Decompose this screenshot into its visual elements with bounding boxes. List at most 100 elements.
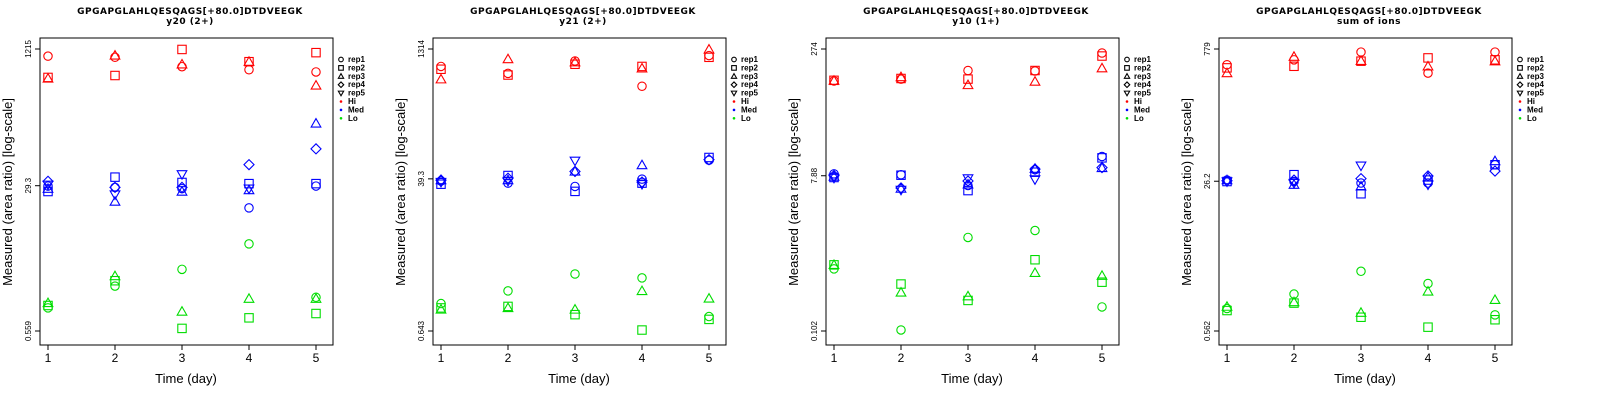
data-point bbox=[703, 292, 715, 303]
data-point bbox=[703, 43, 715, 54]
x-axis-label: Time (day) bbox=[1334, 371, 1396, 386]
data-point bbox=[176, 170, 188, 181]
y-axis-label: Measured (area ratio) [log-scale] bbox=[1179, 98, 1194, 286]
legend-marker bbox=[337, 90, 345, 97]
data-point bbox=[1096, 162, 1108, 173]
data-point bbox=[1030, 225, 1040, 236]
data-point bbox=[895, 185, 907, 196]
legend-marker bbox=[1517, 56, 1523, 63]
y-tick-label: 1215 bbox=[24, 40, 33, 58]
data-point bbox=[1489, 293, 1501, 305]
data-point bbox=[110, 182, 120, 193]
data-point bbox=[829, 172, 839, 183]
y-tick-label: 1314 bbox=[417, 40, 426, 58]
data-point bbox=[43, 51, 53, 61]
legend-label: rep3 bbox=[348, 72, 365, 81]
data-point bbox=[1222, 63, 1232, 73]
data-point bbox=[1029, 75, 1041, 86]
chart-subtitle: y20 (2+) bbox=[166, 17, 214, 27]
data-points bbox=[435, 43, 715, 335]
data-point bbox=[1030, 65, 1040, 76]
data-point bbox=[569, 156, 581, 167]
data-point bbox=[1097, 277, 1107, 287]
data-point bbox=[310, 292, 322, 303]
data-point bbox=[896, 170, 906, 180]
y-tick-label: 0.562 bbox=[1203, 320, 1212, 341]
data-point bbox=[1490, 310, 1500, 320]
data-point bbox=[1356, 189, 1366, 199]
y-tick-label: 0.559 bbox=[24, 320, 33, 341]
chart-title: GPGAPGLAHLQESQAGS[+80.0]DTDVEEGK bbox=[77, 7, 303, 17]
data-point bbox=[503, 170, 513, 181]
data-point bbox=[570, 309, 580, 320]
data-point bbox=[1423, 322, 1433, 332]
data-point bbox=[435, 73, 447, 84]
x-tick-label: 5 bbox=[706, 351, 713, 365]
legend-marker bbox=[1516, 90, 1524, 97]
data-point bbox=[311, 67, 321, 77]
data-point bbox=[703, 153, 715, 166]
data-point bbox=[1490, 315, 1500, 325]
data-point bbox=[109, 270, 121, 281]
y-axis-label: Measured (area ratio) [log-scale] bbox=[0, 98, 15, 286]
legend-label: Med bbox=[741, 105, 757, 114]
data-point bbox=[1029, 163, 1041, 175]
data-point bbox=[176, 181, 188, 194]
legend-marker bbox=[731, 65, 737, 71]
data-point bbox=[1222, 303, 1232, 314]
data-point bbox=[1355, 161, 1367, 172]
legend-marker bbox=[337, 72, 345, 79]
legend-marker bbox=[1516, 81, 1524, 89]
legend-marker bbox=[732, 117, 736, 120]
data-point bbox=[895, 71, 907, 82]
data-point bbox=[569, 303, 581, 314]
legend-marker bbox=[732, 108, 736, 112]
data-point bbox=[962, 290, 974, 301]
legend-marker bbox=[1123, 90, 1131, 97]
data-point bbox=[1422, 60, 1434, 71]
legend-marker bbox=[730, 90, 738, 97]
legend-label: Lo bbox=[348, 114, 358, 123]
data-point bbox=[244, 313, 254, 323]
legend-label: rep5 bbox=[348, 89, 365, 98]
data-point bbox=[311, 47, 321, 58]
legend-label: rep3 bbox=[1527, 72, 1544, 81]
legend-label: rep5 bbox=[1527, 89, 1544, 98]
legend-marker bbox=[1124, 56, 1130, 63]
x-tick-label: 3 bbox=[572, 351, 579, 365]
legend-marker bbox=[338, 56, 344, 63]
data-point bbox=[569, 56, 581, 67]
data-point bbox=[1489, 55, 1501, 66]
data-point bbox=[962, 174, 974, 185]
data-point bbox=[1489, 165, 1501, 177]
data-point bbox=[110, 275, 120, 286]
data-point bbox=[1288, 296, 1300, 307]
data-point bbox=[1221, 174, 1233, 185]
data-point bbox=[963, 65, 973, 76]
legend-marker bbox=[1516, 72, 1524, 79]
data-point bbox=[310, 79, 322, 90]
data-point bbox=[570, 186, 580, 197]
legend-marker bbox=[1125, 108, 1129, 112]
data-point bbox=[244, 65, 254, 75]
data-point bbox=[1289, 61, 1299, 72]
data-point bbox=[1356, 178, 1366, 188]
data-point bbox=[177, 44, 187, 55]
data-point bbox=[42, 297, 54, 308]
data-point bbox=[1030, 254, 1040, 265]
data-point bbox=[704, 314, 714, 325]
x-tick-label: 4 bbox=[639, 351, 646, 365]
data-point bbox=[637, 81, 647, 92]
plot-frame bbox=[39, 37, 334, 346]
data-point bbox=[962, 175, 974, 187]
legend-label: rep4 bbox=[348, 80, 365, 89]
legend-marker bbox=[1124, 65, 1130, 71]
legend-marker bbox=[1518, 100, 1522, 103]
data-point bbox=[896, 325, 906, 335]
data-point bbox=[637, 325, 647, 335]
data-point bbox=[177, 264, 187, 275]
data-point bbox=[502, 53, 514, 64]
legend-marker bbox=[730, 81, 738, 89]
